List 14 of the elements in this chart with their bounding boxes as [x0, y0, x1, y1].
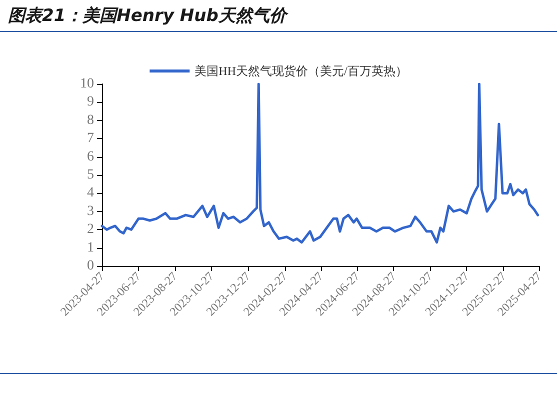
y-tick-label: 7 [87, 131, 94, 146]
line-series [100, 82, 540, 244]
y-tick-label: 4 [87, 186, 94, 201]
y-tick-label: 5 [87, 168, 94, 182]
y-tick-label: 2 [87, 222, 94, 238]
chart-title: 图表21：美国Henry Hub天然气价 [8, 5, 286, 27]
y-tick-label: 8 [87, 112, 94, 128]
legend-label: 美国HH天然气现货价（美元/百万英热） [194, 64, 408, 78]
y-tick-label: 3 [87, 204, 94, 219]
y-tick-label: 1 [87, 240, 94, 256]
y-tick-label: 0 [87, 258, 94, 274]
y-tick-label: 10 [80, 76, 94, 92]
y-tick-label: 9 [87, 94, 94, 110]
y-tick-label: 6 [87, 149, 94, 164]
